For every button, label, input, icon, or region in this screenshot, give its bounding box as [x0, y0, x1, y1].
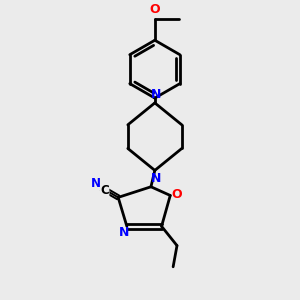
Text: N: N [119, 226, 129, 238]
Text: N: N [151, 172, 161, 185]
Text: C: C [100, 184, 109, 197]
Text: N: N [90, 177, 100, 190]
Text: O: O [172, 188, 182, 201]
Text: O: O [149, 3, 160, 16]
Text: N: N [151, 88, 161, 101]
